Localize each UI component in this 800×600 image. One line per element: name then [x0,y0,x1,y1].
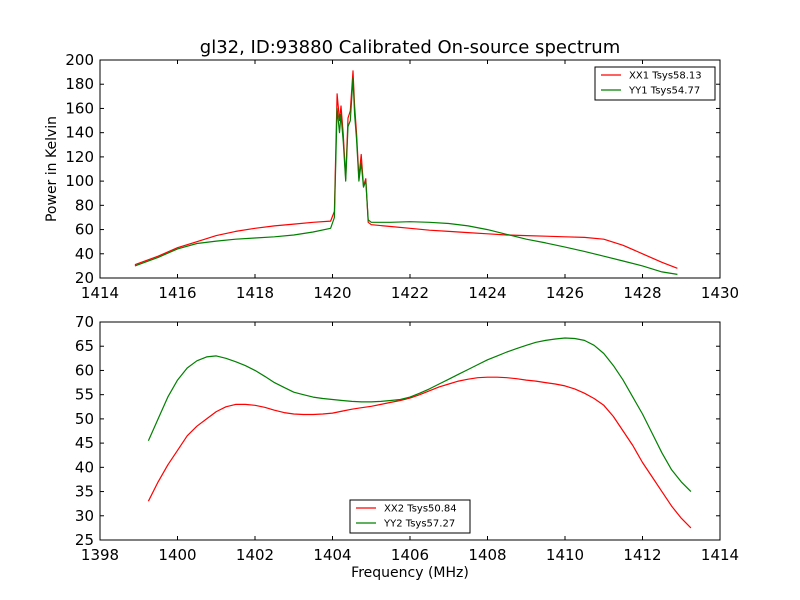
x-tick-label: 1420 [313,284,351,302]
legend-1: XX1 Tsys58.13 YY1 Tsys54.77 [594,66,716,101]
legend-label: XX2 Tsys50.84 [384,504,457,515]
y-tick-label: 60 [75,221,94,239]
plot-bottom: 1398 1400 1402 1404 1406 1408 1410 1412 1414 25 30… [75,313,739,564]
legend-box [594,66,716,101]
y-tick-label: 60 [75,361,94,379]
legend-2: XX2 Tsys50.84 YY2 Tsys57.27 [349,499,471,534]
y-tick-label: 140 [65,124,94,142]
y-tick-label: 45 [75,434,94,452]
x-tick-label: 1398 [81,546,119,564]
x-tick-label: 1430 [701,284,739,302]
series-line-1-2 [134,77,678,275]
x-tick-label: 1400 [158,546,196,564]
x-tick-label: 1408 [468,546,506,564]
x-tick-label: 1428 [623,284,661,302]
x-tick-label: 1402 [236,546,274,564]
x-tick-label: 1414 [81,284,119,302]
x-tick-label: 1404 [313,546,351,564]
x-tick-label: 1416 [158,284,196,302]
y-tick-label: 180 [65,75,94,93]
legend-label: YY2 Tsys57.27 [383,519,455,530]
y-tick-label: 70 [75,313,94,331]
chart-title: gl32, ID:93880 Calibrated On-source spec… [200,37,620,58]
y-tick-label: 200 [65,51,94,69]
series-line-2-1 [147,376,692,529]
y-tick-label: 25 [75,531,94,549]
plot-top: 1414 1416 1418 1420 1422 1424 1426 1428 1430 20 40… [65,51,739,302]
x-tick-label: 1412 [623,546,661,564]
y-tick-label: 40 [75,245,94,263]
y-tick-label: 65 [75,337,94,355]
y-axis-label: Power in Kelvin [44,116,60,222]
x-tick-label: 1422 [391,284,429,302]
x-tick-label: 1424 [468,284,506,302]
y-tick-label: 40 [75,458,94,476]
y-tick-label: 100 [65,172,94,190]
series-line-2-2 [147,337,692,493]
x-tick-label: 1410 [546,546,584,564]
x-tick-label: 1426 [546,284,584,302]
y-tick-label: 35 [75,483,94,501]
y-tick-label: 20 [75,269,94,287]
legend-box [349,499,471,534]
y-tick-label: 120 [65,148,94,166]
x-tick-label: 1418 [236,284,274,302]
y-tick-label: 30 [75,507,94,525]
x-tick-label: 1406 [391,546,429,564]
y-tick-label: 55 [75,386,94,404]
legend-label: XX1 Tsys58.13 [629,71,702,82]
x-tick-label: 1414 [701,546,739,564]
y-tick-label: 80 [75,196,94,214]
x-axis-label: Frequency (MHz) [351,565,469,581]
y-tick-label: 50 [75,410,94,428]
legend-label: YY1 Tsys54.77 [628,86,700,97]
y-tick-label: 160 [65,99,94,117]
